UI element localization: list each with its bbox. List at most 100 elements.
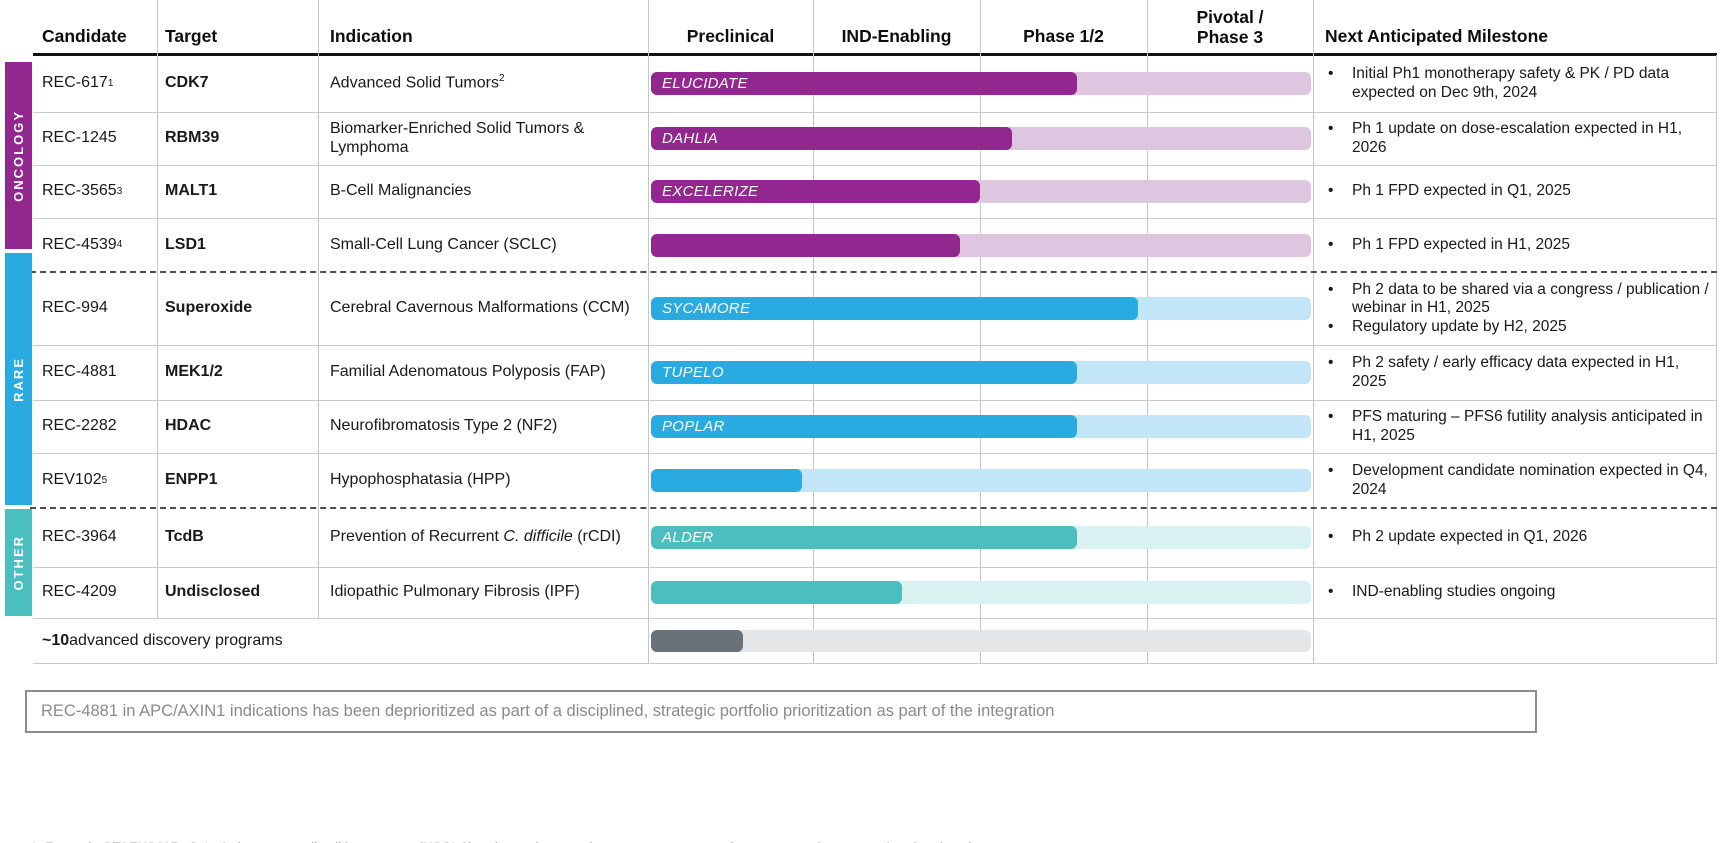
row-indication: Neurofibromatosis Type 2 (NF2) <box>330 417 558 435</box>
row-target: LSD1 <box>165 235 206 253</box>
row-candidate: REV102 5 <box>42 471 108 489</box>
row-target: Superoxide <box>165 299 253 317</box>
phase-progress-bar <box>651 297 1138 320</box>
trial-name-label: ALDER <box>662 529 714 546</box>
milestone-item: • IND-enabling studies ongoing <box>1328 583 1556 601</box>
phase-progress-track <box>651 469 1311 492</box>
row-indication: Advanced Solid Tumors2 <box>330 73 505 92</box>
trial-name-label: ELUCIDATE <box>662 75 748 92</box>
bullet-icon: • <box>1328 182 1334 200</box>
discovery-count: ~10 <box>42 631 70 649</box>
milestone-item: • Ph 2 safety / early efficacy data expec… <box>1328 354 1680 390</box>
column-divider <box>648 0 649 663</box>
row-target: HDAC <box>165 417 212 435</box>
row-divider <box>33 165 1717 166</box>
row-target: MEK1/2 <box>165 363 223 381</box>
column-header-target: Target <box>165 26 218 46</box>
section-tab-oncology: ONCOLOGY <box>5 62 32 249</box>
bullet-icon: • <box>1328 317 1334 335</box>
row-candidate: REC-1245 <box>42 129 117 147</box>
row-candidate: REC-2282 <box>42 417 117 435</box>
trial-name-label: POPLAR <box>662 418 725 435</box>
column-divider <box>980 0 981 663</box>
header-underline <box>33 53 1717 56</box>
row-milestone: • Development candidate nomination expect… <box>1328 453 1710 508</box>
column-header-ind-enabling: IND-Enabling <box>841 26 952 46</box>
trial-name-label: SYCAMORE <box>662 300 751 317</box>
milestone-item: • Ph 2 data to be shared via a congress /… <box>1328 281 1709 317</box>
milestone-item: • Ph 1 update on dose-escalation expected… <box>1328 120 1683 156</box>
row-indication: B-Cell Malignancies <box>330 182 472 200</box>
footnote-line-1: 1. Formerly GTAEXS617 2. Includes non-sm… <box>30 837 1019 843</box>
section-divider-dashed <box>30 271 1717 273</box>
section-tab-label: RARE <box>11 356 26 402</box>
row-target: Undisclosed <box>165 583 261 601</box>
discovery-progress-track <box>651 630 1311 652</box>
phase-progress-bar <box>651 72 1077 95</box>
column-header-preclinical: Preclinical <box>686 26 775 46</box>
bullet-icon: • <box>1328 462 1334 480</box>
row-target: MALT1 <box>165 182 218 200</box>
row-indication: Biomarker-Enriched Solid Tumors & Lympho… <box>330 119 585 156</box>
section-tab-other: OTHER <box>5 509 32 616</box>
phase-progress-bar <box>651 581 902 604</box>
row-candidate: REC-3964 <box>42 528 117 546</box>
trial-name-label: EXCELERIZE <box>662 183 759 200</box>
column-header-indication: Indication <box>330 26 413 46</box>
row-target: TcdB <box>165 528 204 546</box>
row-candidate: REC-617 1 <box>42 74 114 92</box>
section-tab-rare: RARE <box>5 253 32 505</box>
row-indication: Prevention of Recurrent C. difficile (rC… <box>330 528 621 546</box>
discovery-text: advanced discovery programs <box>69 631 283 649</box>
milestone-item: • Regulatory update by H2, 2025 <box>1328 317 1567 335</box>
bullet-icon: • <box>1328 528 1334 546</box>
row-milestone: • PFS maturing – PFS6 futility analysis a… <box>1328 400 1710 453</box>
row-indication: Hypophosphatasia (HPP) <box>330 471 511 489</box>
column-divider <box>813 0 814 663</box>
row-divider <box>33 218 1717 219</box>
milestone-item: • Ph 1 FPD expected in H1, 2025 <box>1328 235 1570 253</box>
row-candidate: REC-4209 <box>42 583 117 601</box>
section-tab-label: ONCOLOGY <box>11 109 26 202</box>
column-divider <box>157 0 158 618</box>
section-tab-label: OTHER <box>11 534 26 591</box>
row-milestone: • Initial Ph1 monotherapy safety & PK / P… <box>1328 55 1710 112</box>
column-divider <box>1147 0 1148 663</box>
column-divider <box>1716 55 1717 663</box>
discovery-progress-fill <box>651 630 743 652</box>
row-indication: Cerebral Cavernous Malformations (CCM) <box>330 299 630 317</box>
bullet-icon: • <box>1328 408 1334 426</box>
row-divider <box>33 663 1717 664</box>
deprioritization-callout: REC-4881 in APC/AXIN1 indications has be… <box>25 690 1537 733</box>
column-divider <box>1313 0 1314 663</box>
row-divider <box>33 345 1717 346</box>
trial-name-label: TUPELO <box>662 364 724 381</box>
row-milestone: • Ph 1 update on dose-escalation expected… <box>1328 112 1710 165</box>
row-candidate: REC-4539 4 <box>42 235 123 253</box>
row-candidate: REC-3565 3 <box>42 182 123 200</box>
column-header-candidate: Candidate <box>42 26 127 46</box>
row-milestone: • Ph 2 safety / early efficacy data expec… <box>1328 345 1710 400</box>
column-header-milestone: Next Anticipated Milestone <box>1325 26 1548 46</box>
bullet-icon: • <box>1328 120 1334 138</box>
row-target: RBM39 <box>165 129 220 147</box>
milestone-item: • Development candidate nomination expect… <box>1328 462 1708 498</box>
row-indication: Familial Adenomatous Polyposis (FAP) <box>330 363 606 381</box>
row-divider <box>33 567 1717 568</box>
row-indication: Small-Cell Lung Cancer (SCLC) <box>330 235 557 253</box>
section-divider-dashed <box>30 507 1717 509</box>
column-header-pivotal: Pivotal / Phase 3 <box>1196 6 1264 47</box>
phase-progress-bar <box>651 361 1077 384</box>
milestone-item: • Ph 1 FPD expected in Q1, 2025 <box>1328 182 1571 200</box>
row-divider <box>33 618 1717 619</box>
row-divider <box>33 400 1717 401</box>
column-divider <box>318 0 319 618</box>
row-milestone: • Ph 2 update expected in Q1, 2026 <box>1328 508 1710 567</box>
row-candidate: REC-4881 <box>42 363 117 381</box>
milestone-item: • Ph 2 update expected in Q1, 2026 <box>1328 528 1588 546</box>
phase-progress-bar <box>651 526 1077 549</box>
phase-progress-bar <box>651 127 1012 150</box>
row-target: ENPP1 <box>165 471 218 489</box>
phase-progress-bar <box>651 234 960 257</box>
